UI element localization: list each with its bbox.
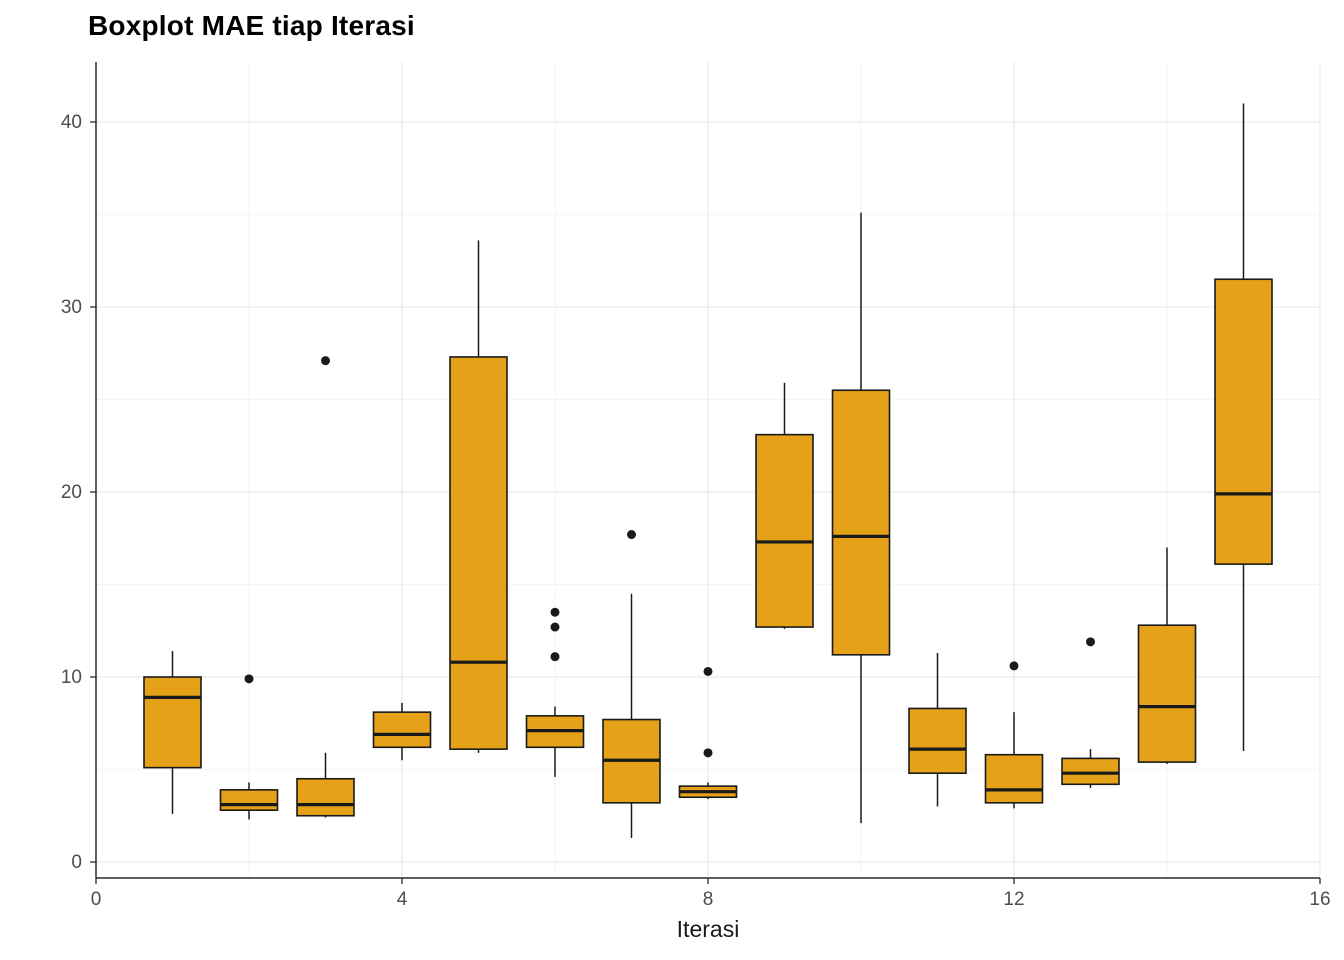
outlier-dot <box>321 356 330 366</box>
box-rect <box>219 789 279 811</box>
boxplot-iteration-10 <box>831 212 891 824</box>
boxplot-iteration-1 <box>143 651 202 814</box>
x-tick-label: 12 <box>1003 889 1024 910</box>
box-rect <box>755 433 814 628</box>
outlier-dot <box>1086 637 1095 647</box>
y-tick-label: 30 <box>61 297 82 318</box>
boxplot-iteration-4 <box>372 702 432 761</box>
y-tick-label: 0 <box>71 852 82 873</box>
y-tick-label: 10 <box>61 667 82 688</box>
outlier-dot <box>703 748 713 758</box>
box-rect <box>908 707 967 775</box>
boxplot-iteration-2 <box>219 674 279 820</box>
box-rect <box>296 777 355 817</box>
box-rect <box>831 389 891 656</box>
x-tick-label: 4 <box>397 889 408 910</box>
boxplot-iteration-7 <box>602 530 661 838</box>
boxplot-iteration-13 <box>1061 637 1120 788</box>
boxplot-iteration-5 <box>449 240 508 753</box>
outlier-dot <box>550 607 560 617</box>
boxplot-iteration-8 <box>678 666 738 800</box>
boxplot-iteration-3 <box>296 356 355 818</box>
outlier-dot <box>550 652 560 662</box>
outlier-dot <box>244 674 254 684</box>
x-tick-label: 16 <box>1309 889 1330 910</box>
boxplot-iteration-15 <box>1214 103 1273 751</box>
outlier-dot <box>550 622 560 632</box>
box-rect <box>1137 624 1197 763</box>
box-rect <box>1214 278 1273 565</box>
x-tick-label: 0 <box>91 889 102 910</box>
y-tick-label: 40 <box>61 112 82 133</box>
x-axis-title: Iterasi <box>676 916 740 942</box>
x-tick-label: 8 <box>703 889 714 910</box>
boxplot-iteration-12 <box>984 661 1044 809</box>
box-rect <box>143 676 202 769</box>
boxplot-iteration-11 <box>908 652 967 807</box>
box-rect <box>984 753 1044 804</box>
box-rect <box>372 711 432 749</box>
outlier-dot <box>703 666 713 676</box>
y-tick-label: 20 <box>61 482 82 503</box>
outlier-dot <box>627 530 636 540</box>
chart-title: Boxplot MAE tiap Iterasi <box>88 10 415 41</box>
boxplot-iteration-9 <box>755 382 814 629</box>
boxplot-iteration-14 <box>1137 547 1197 764</box>
boxplot-iteration-6 <box>525 607 585 777</box>
box-rect <box>449 356 508 750</box>
outlier-dot <box>1009 661 1019 671</box>
box-rect <box>1061 757 1120 786</box>
